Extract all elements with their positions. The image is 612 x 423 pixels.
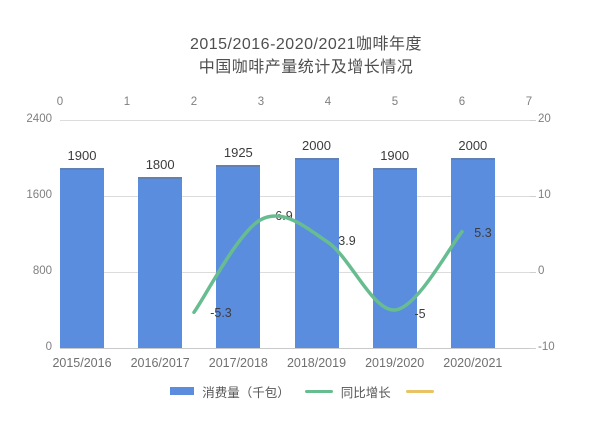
line-value-label: -5 (414, 307, 426, 321)
legend-item-consumption: 消费量（千包） (170, 382, 290, 401)
bar (138, 177, 183, 348)
x-axis-category-label: 2016/2017 (130, 356, 190, 370)
x-axis-category-label: 2017/2018 (208, 356, 268, 370)
top-axis-tick-label: 2 (190, 96, 198, 108)
bar (216, 165, 261, 348)
line-value-label: 5.3 (474, 225, 492, 240)
x-axis-category-label: 2019/2020 (365, 356, 425, 370)
legend-item-growth: 同比增长 (304, 382, 391, 401)
gridline (60, 120, 530, 121)
right-axis-tick-mark (529, 120, 536, 121)
x-axis-line (60, 348, 530, 349)
right-axis-tick-label: 10 (538, 189, 551, 201)
chart-title: 2015/2016-2020/2021咖啡年度 中国咖啡产量统计及增长情况 (0, 33, 612, 79)
legend-label-consumption: 消费量（千包） (202, 385, 290, 400)
line-value-label: 6.9 (275, 208, 293, 223)
top-axis-tick-label: 6 (458, 96, 466, 108)
legend: 消费量（千包） 同比增长 (0, 381, 612, 401)
top-axis-tick-label: 5 (391, 96, 399, 108)
right-axis-tick-label: -10 (538, 341, 555, 353)
right-axis-tick-label: 0 (538, 265, 545, 277)
bar (450, 158, 495, 348)
line-value-label: 3.9 (338, 234, 356, 249)
bar-value-label: 1925 (223, 145, 253, 161)
bar-value-label: 2000 (302, 138, 331, 153)
right-axis-tick-mark (529, 196, 536, 197)
line-value-label: -5.3 (210, 306, 232, 321)
top-axis-tick-label: 4 (324, 96, 332, 108)
top-axis-tick-label: 3 (257, 96, 265, 108)
bar-value-label: 2000 (458, 138, 488, 153)
right-axis-tick-mark (529, 272, 536, 273)
left-axis-tick-label: 0 (45, 341, 52, 353)
bar-value-label: 1900 (67, 147, 97, 163)
right-axis-tick-label: 20 (538, 113, 551, 125)
extra-line-swatch-icon (405, 389, 434, 393)
x-axis-category-label: 2020/2021 (443, 356, 503, 370)
bar-series-swatch-icon (170, 387, 195, 395)
legend-label-growth: 同比增长 (340, 385, 391, 400)
top-axis-tick-label: 0 (56, 96, 64, 108)
left-axis-tick-label: 800 (32, 265, 52, 277)
x-axis-category-label: 2015/2016 (52, 356, 112, 370)
x-axis-category-label: 2018/2019 (286, 356, 347, 370)
right-axis-tick-mark (529, 348, 536, 349)
bar-value-label: 1900 (380, 147, 410, 163)
legend-item-extra (405, 389, 442, 393)
bar (60, 167, 104, 348)
chart-title-line2: 中国咖啡产量统计及增长情况 (198, 59, 414, 76)
left-axis-tick-label: 1600 (26, 189, 52, 201)
line-series-swatch-icon (304, 389, 333, 393)
top-axis-tick-label: 1 (123, 96, 131, 108)
chart-title-line1: 2015/2016-2020/2021咖啡年度 (189, 36, 423, 53)
left-axis-tick-label: 2400 (26, 113, 52, 125)
top-axis-tick-label: 7 (525, 96, 533, 108)
bar-value-label: 1800 (145, 157, 175, 172)
bar (294, 158, 339, 348)
